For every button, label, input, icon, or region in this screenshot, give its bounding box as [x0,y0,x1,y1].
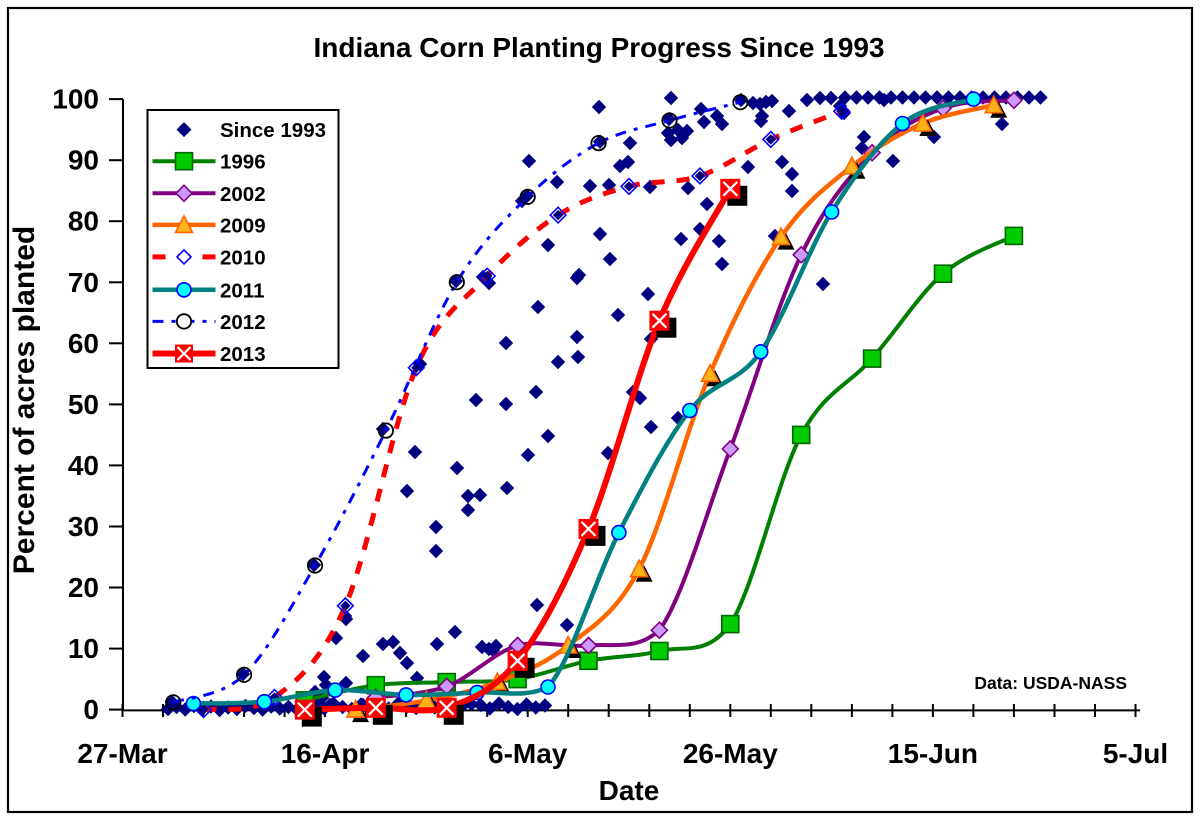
svg-text:10: 10 [68,633,99,664]
svg-text:40: 40 [68,450,99,481]
svg-text:30: 30 [68,511,99,542]
svg-text:15-Jun: 15-Jun [888,738,978,769]
svg-text:16-Apr: 16-Apr [281,738,370,769]
svg-text:2013: 2013 [220,343,266,366]
svg-text:27-Mar: 27-Mar [77,738,167,769]
svg-text:100: 100 [52,84,99,115]
svg-text:2011: 2011 [220,279,264,302]
svg-text:1996: 1996 [220,151,266,174]
svg-text:Indiana Corn Planting Progress: Indiana Corn Planting Progress Since 199… [313,32,884,63]
svg-text:6-May: 6-May [488,738,568,769]
svg-text:2002: 2002 [220,183,266,206]
svg-text:2012: 2012 [220,311,266,334]
svg-text:80: 80 [68,206,99,237]
svg-text:0: 0 [83,694,99,725]
svg-text:Percent of acres planted: Percent of acres planted [8,226,41,574]
svg-text:2009: 2009 [220,214,266,237]
svg-text:Since 1993: Since 1993 [220,119,326,142]
svg-text:Data: USDA-NASS: Data: USDA-NASS [974,673,1127,693]
svg-text:26-May: 26-May [683,738,778,769]
svg-text:Date: Date [599,775,660,806]
svg-text:5-Jul: 5-Jul [1103,738,1168,769]
svg-text:70: 70 [68,267,99,298]
svg-text:2010: 2010 [220,246,266,269]
svg-text:60: 60 [68,328,99,359]
svg-text:20: 20 [68,572,99,603]
svg-text:50: 50 [68,389,99,420]
svg-text:90: 90 [68,145,99,176]
